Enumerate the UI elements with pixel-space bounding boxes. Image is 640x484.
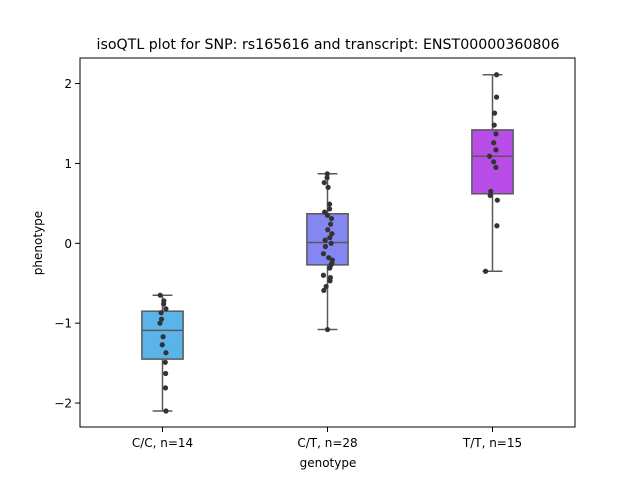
y-tick-label: 1 [64, 157, 72, 171]
data-point [163, 408, 169, 414]
data-point [487, 153, 493, 159]
data-point [321, 179, 327, 186]
data-point [162, 359, 168, 365]
x-axis-label: genotype [300, 456, 357, 470]
data-point [491, 159, 497, 165]
data-point [494, 223, 500, 229]
data-point [491, 110, 498, 116]
data-point [158, 310, 164, 316]
data-point [326, 206, 333, 212]
data-point [488, 188, 494, 194]
data-point [157, 292, 163, 298]
data-point [327, 275, 333, 281]
y-tick-label: 2 [64, 77, 72, 91]
data-point [323, 283, 329, 290]
x-tick-label: T/T, n=15 [462, 436, 522, 450]
data-point [320, 251, 327, 257]
y-tick-label: −1 [54, 317, 72, 331]
data-point [327, 235, 333, 241]
data-point [321, 287, 327, 294]
x-axis: C/C, n=14 C/T, n=28 T/T, n=15 [132, 427, 522, 450]
data-point [163, 370, 169, 377]
y-axis-label: phenotype [31, 211, 45, 275]
chart-title: isoQTL plot for SNP: rs165616 and transc… [97, 37, 560, 53]
data-point [493, 131, 499, 137]
x-tick-label: C/C, n=14 [132, 436, 193, 450]
data-point [325, 227, 331, 233]
data-point [494, 197, 500, 203]
x-tick-label: C/T, n=28 [297, 436, 357, 450]
data-point [329, 231, 335, 237]
data-point [324, 175, 330, 181]
data-point [324, 326, 331, 333]
data-point [160, 334, 166, 340]
data-point [493, 164, 499, 171]
box-group [471, 74, 514, 273]
data-point [158, 316, 165, 322]
data-point [162, 385, 169, 391]
data-point [328, 215, 335, 222]
data-point [163, 306, 169, 312]
data-point [493, 72, 500, 78]
data-point [325, 184, 331, 190]
data-point [163, 350, 169, 356]
data-point [320, 272, 327, 278]
y-tick-label: 0 [64, 237, 72, 251]
data-point [482, 268, 489, 274]
data-point [161, 301, 167, 307]
data-point [487, 192, 493, 198]
y-axis: −2 −1 0 1 2 [54, 77, 80, 411]
data-point [322, 243, 329, 250]
data-point [159, 342, 165, 348]
data-point [493, 94, 500, 100]
data-point [322, 237, 328, 243]
data-point [491, 140, 497, 146]
data-point [328, 221, 334, 227]
boxes-layer [141, 74, 514, 412]
data-point [328, 262, 334, 268]
data-point [326, 201, 333, 207]
data-point [491, 122, 497, 128]
data-point [328, 240, 334, 246]
y-tick-label: −2 [54, 397, 72, 411]
data-point [157, 320, 163, 326]
data-point [493, 147, 499, 153]
box-group [306, 173, 349, 331]
points-layer [157, 72, 500, 414]
data-point [324, 171, 330, 177]
data-point [326, 255, 332, 261]
data-point [324, 212, 331, 218]
